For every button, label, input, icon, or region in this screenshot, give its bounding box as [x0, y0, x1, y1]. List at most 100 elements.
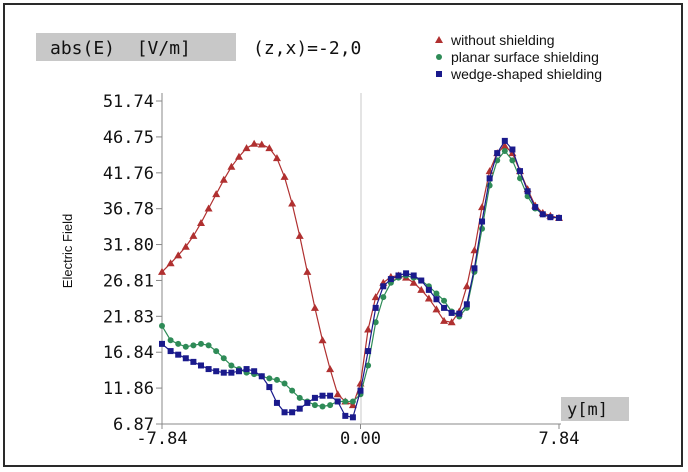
legend-marker	[436, 54, 442, 60]
data-point	[463, 301, 470, 308]
data-point	[272, 154, 281, 162]
data-point	[296, 394, 303, 401]
data-point	[403, 270, 410, 277]
data-point	[372, 319, 379, 326]
data-point	[311, 394, 318, 401]
data-point	[517, 168, 524, 175]
data-point	[281, 409, 288, 416]
axes	[161, 93, 561, 425]
data-point	[441, 304, 448, 311]
data-point	[479, 218, 486, 225]
legend-marker	[436, 71, 442, 77]
data-point	[418, 277, 425, 284]
legend-label: wedge-shaped shielding	[450, 66, 602, 82]
data-point	[213, 348, 220, 355]
data-point	[447, 318, 456, 326]
data-point	[281, 380, 288, 387]
y-tick-label: 6.87	[113, 415, 154, 435]
data-point	[296, 405, 303, 412]
data-point	[250, 139, 259, 147]
data-point	[288, 199, 297, 207]
data-point	[556, 214, 562, 221]
data-point	[212, 190, 221, 198]
plot-window: abs(E) [V/m] (z,x)=-2,0 y[m] Electric Fi…	[3, 3, 683, 467]
data-point	[258, 373, 265, 380]
data-point	[524, 188, 531, 195]
data-point	[175, 340, 182, 347]
data-point	[220, 369, 227, 376]
data-point	[304, 399, 311, 406]
y-tick-label: 41.76	[103, 164, 154, 184]
data-point	[333, 390, 342, 398]
data-point	[266, 375, 273, 382]
position-label: (z,x)=-2,0	[253, 38, 361, 59]
data-point	[295, 231, 304, 239]
data-point	[213, 368, 220, 375]
data-point	[197, 340, 204, 347]
x-tick-label: -7.84	[136, 429, 187, 449]
data-point	[303, 267, 312, 275]
data-point	[433, 290, 440, 297]
y-tick-label: 11.86	[103, 379, 154, 399]
data-point	[197, 362, 204, 369]
data-point	[190, 358, 197, 365]
x-tick-label: 7.84	[539, 429, 580, 449]
data-point	[326, 365, 335, 373]
data-point	[371, 293, 380, 301]
data-point	[539, 211, 546, 218]
series-layer	[158, 137, 563, 421]
data-point	[395, 272, 402, 279]
data-point	[159, 340, 165, 347]
series-3	[159, 137, 562, 421]
data-point	[227, 162, 236, 170]
data-point	[501, 137, 508, 144]
data-point	[234, 152, 243, 160]
data-point	[166, 259, 175, 267]
data-point	[470, 246, 479, 254]
data-point	[365, 348, 372, 355]
data-point	[175, 351, 182, 358]
data-point	[387, 276, 394, 283]
data-point	[205, 342, 212, 349]
data-point	[182, 355, 189, 362]
y-tick-label: 51.74	[103, 92, 154, 112]
data-point	[532, 204, 539, 211]
y-tick-label: 46.75	[103, 128, 154, 148]
data-point	[357, 387, 364, 394]
data-point	[181, 242, 190, 250]
data-point	[220, 355, 227, 362]
data-point	[500, 141, 509, 149]
data-point	[319, 403, 326, 410]
data-point	[509, 146, 516, 153]
data-point	[348, 401, 357, 409]
data-point	[273, 399, 280, 406]
data-point	[349, 414, 356, 421]
data-point	[174, 251, 183, 259]
data-point	[189, 231, 198, 239]
data-point	[228, 362, 235, 369]
data-point	[327, 402, 334, 409]
legend-label: planar surface shielding	[451, 49, 599, 65]
data-point	[289, 387, 296, 394]
data-point	[205, 366, 212, 373]
data-point	[425, 286, 432, 293]
data-point	[167, 348, 174, 355]
data-point	[509, 157, 516, 164]
data-point	[380, 294, 387, 301]
tick-labels: 6.87 11.86 16.84 21.83 26.81 31.80 36.78 41.76 4…	[103, 92, 580, 449]
quantity-label: abs(E) [V/m]	[50, 38, 191, 59]
data-point	[280, 172, 289, 180]
y-tick-label: 16.84	[103, 343, 154, 363]
data-point	[266, 384, 273, 391]
data-point	[417, 285, 426, 293]
data-point	[462, 282, 471, 290]
data-point	[433, 296, 440, 303]
data-point	[273, 376, 280, 383]
quantity-label-box	[36, 33, 236, 61]
data-point	[196, 218, 205, 226]
chart-svg: abs(E) [V/m] (z,x)=-2,0 y[m] Electric Fi…	[36, 32, 629, 449]
y-tick-label: 31.80	[103, 236, 154, 256]
xlabel-box	[561, 397, 629, 421]
data-point	[486, 175, 493, 182]
data-point	[310, 303, 319, 311]
